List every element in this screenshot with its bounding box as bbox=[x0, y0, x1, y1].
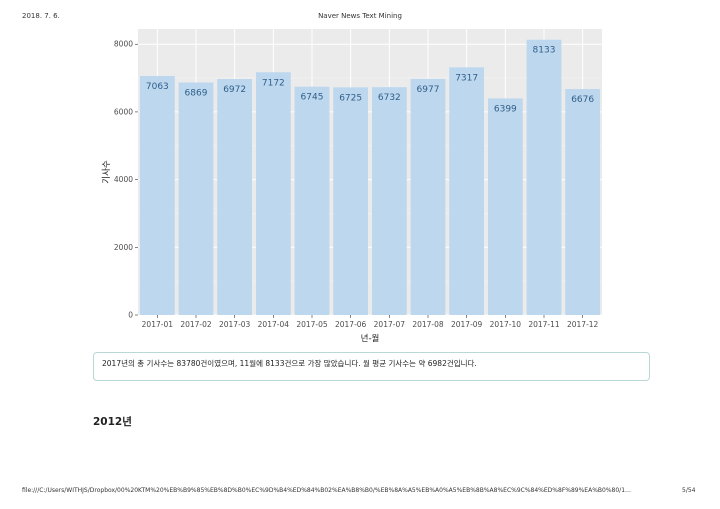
y-tick-label: 2000 bbox=[114, 243, 133, 252]
bar-value-label: 6972 bbox=[223, 85, 246, 95]
y-tick-label: 6000 bbox=[114, 107, 133, 116]
bar-value-label: 6869 bbox=[185, 89, 208, 99]
x-tick-label: 2017-03 bbox=[219, 320, 251, 329]
bar-value-label: 6977 bbox=[417, 85, 440, 95]
y-tick-label: 4000 bbox=[114, 175, 133, 184]
bar bbox=[410, 78, 446, 316]
bar-value-label: 7172 bbox=[262, 78, 285, 88]
bar bbox=[255, 72, 291, 315]
bar bbox=[371, 87, 407, 315]
bar bbox=[178, 82, 214, 315]
plot-panel bbox=[138, 29, 602, 315]
x-tick-label: 2017-07 bbox=[374, 320, 406, 329]
bar-value-label: 8133 bbox=[533, 46, 556, 56]
section-heading: 2012년 bbox=[93, 416, 132, 428]
x-tick-label: 2017-02 bbox=[180, 320, 212, 329]
bar bbox=[333, 87, 369, 315]
x-tick-label: 2017-12 bbox=[567, 320, 599, 329]
x-tick-label: 2017-08 bbox=[412, 320, 444, 329]
summary-box: 2017년의 총 기사수는 83780건이였으며, 11월에 8133건으로 가… bbox=[93, 352, 650, 381]
x-tick-label: 2017-06 bbox=[335, 320, 367, 329]
summary-text: 2017년의 총 기사수는 83780건이였으며, 11월에 8133건으로 가… bbox=[102, 359, 477, 368]
bar bbox=[294, 86, 330, 315]
bar bbox=[139, 75, 175, 316]
x-tick-label: 2017-10 bbox=[490, 320, 522, 329]
bar-chart: 7063 6869 6972 7172 6745 6725 6732 6977 7317 6399… bbox=[102, 29, 602, 344]
footer-url: file:///C:/Users/WITHJS/Dropbox/00%20KTM… bbox=[22, 487, 632, 494]
y-axis-title: 기사수 bbox=[102, 160, 112, 184]
bar bbox=[449, 67, 485, 316]
y-tick-label: 0 bbox=[128, 311, 133, 320]
x-tick-label: 2017-04 bbox=[258, 320, 290, 329]
bar-value-label: 6399 bbox=[494, 104, 517, 114]
bar-value-label: 6732 bbox=[378, 93, 401, 103]
bar bbox=[526, 39, 562, 316]
bar bbox=[565, 89, 601, 315]
x-axis-title: 년-월 bbox=[361, 333, 380, 344]
page-title: Naver News Text Mining bbox=[318, 12, 402, 20]
bar-value-label: 7063 bbox=[146, 82, 169, 92]
bar-value-label: 6676 bbox=[571, 95, 594, 105]
bar bbox=[217, 79, 253, 315]
x-tick-label: 2017-01 bbox=[142, 320, 174, 329]
y-tick-label: 8000 bbox=[114, 40, 133, 49]
x-tick-label: 2017-11 bbox=[528, 320, 560, 329]
print-date: 2018. 7. 6. bbox=[22, 12, 60, 20]
x-tick-label: 2017-05 bbox=[296, 320, 328, 329]
page-number: 5/54 bbox=[682, 487, 696, 494]
y-axis: 0 2000 4000 6000 8000 bbox=[114, 40, 138, 320]
bar-value-label: 6745 bbox=[301, 93, 324, 103]
data-labels: 7063 6869 6972 7172 6745 6725 6732 6977 7317 6399… bbox=[146, 46, 595, 115]
x-tick-label: 2017-09 bbox=[451, 320, 483, 329]
x-axis: 2017-01 2017-02 2017-03 2017-04 2017-05 2017-… bbox=[142, 315, 599, 329]
bar bbox=[487, 98, 523, 316]
bar-value-label: 7317 bbox=[455, 73, 478, 83]
bar-value-label: 6725 bbox=[339, 93, 362, 103]
bars bbox=[139, 39, 601, 316]
